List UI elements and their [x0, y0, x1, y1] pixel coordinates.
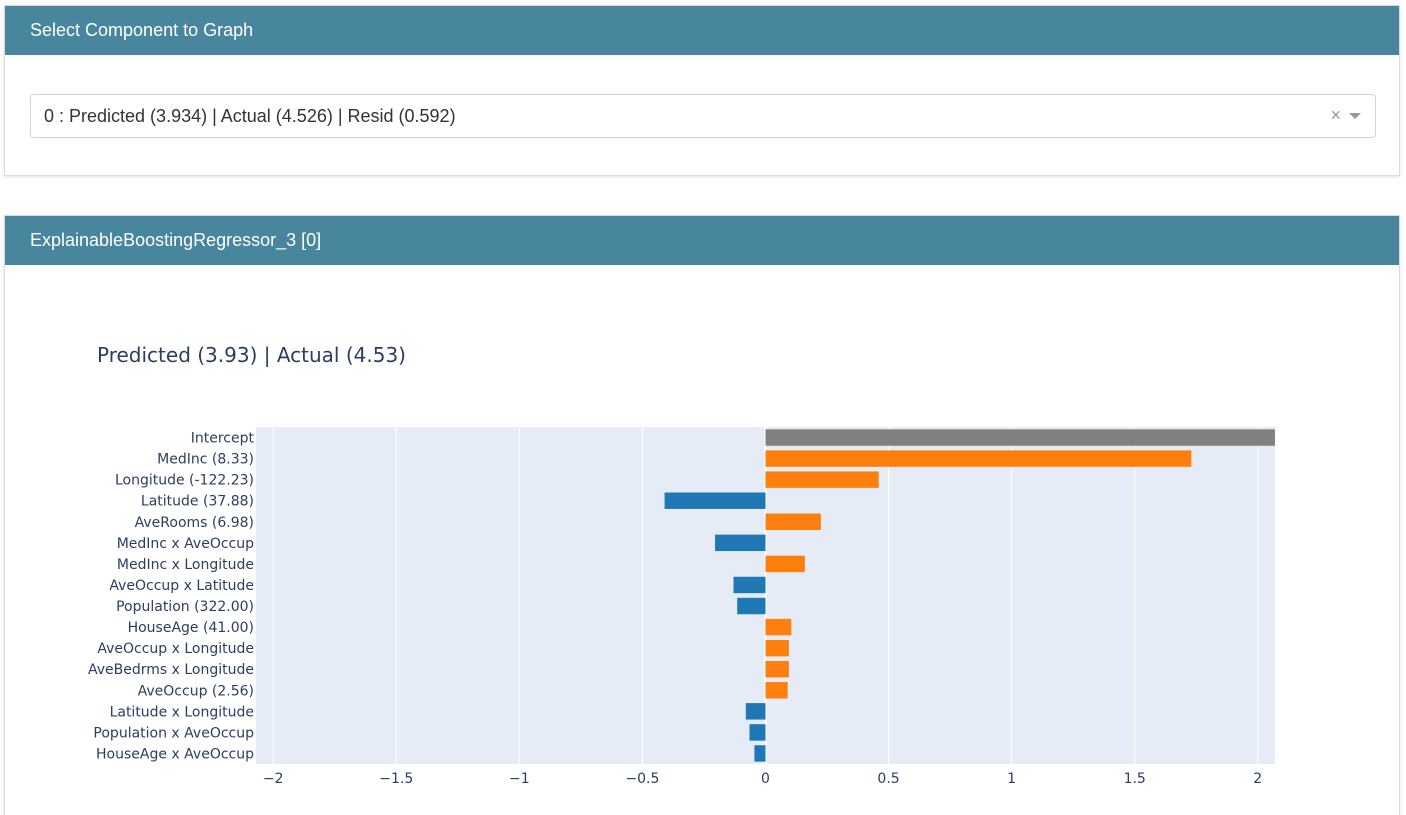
x-tick-label: −1.5 — [379, 771, 413, 787]
x-tick-label: −1 — [509, 771, 530, 787]
y-tick-label: Latitude (37.88) — [141, 494, 254, 510]
bar — [749, 724, 766, 741]
graph-panel-header: ExplainableBoostingRegressor_3 [0] — [5, 216, 1399, 265]
bar — [715, 534, 766, 552]
bar — [737, 597, 766, 615]
y-tick-label: Population (322.00) — [116, 599, 254, 615]
chevron-down-icon[interactable] — [1349, 113, 1361, 119]
y-tick-label: MedInc (8.33) — [157, 452, 254, 468]
bar — [754, 745, 766, 762]
y-tick-label: MedInc x AveOccup — [117, 536, 254, 552]
y-tick-label: HouseAge x AveOccup — [96, 746, 254, 762]
y-tick-label: AveBedrms x Longitude — [88, 662, 254, 678]
x-tick-label: −2 — [263, 771, 284, 787]
graph-panel: ExplainableBoostingRegressor_3 [0] Predi… — [4, 215, 1400, 815]
y-tick-label: AveOccup x Longitude — [97, 641, 254, 657]
bar — [765, 513, 821, 530]
y-tick-label: AveOccup x Latitude — [109, 578, 254, 594]
chart-title: Predicted (3.93) | Actual (4.53) — [97, 343, 406, 367]
bar — [765, 639, 789, 657]
x-tick-label: 0.5 — [877, 771, 899, 787]
y-tick-label: Latitude x Longitude — [110, 704, 254, 720]
dropdown-selected-value: 0 : Predicted (3.934) | Actual (4.526) |… — [44, 106, 456, 126]
y-tick-label: AveRooms (6.98) — [135, 515, 254, 531]
bar — [664, 492, 766, 509]
x-tick-label: 1 — [1007, 771, 1016, 787]
select-component-panel: Select Component to Graph 0 : Predicted … — [4, 5, 1400, 176]
y-tick-label: Population x AveOccup — [93, 725, 254, 741]
x-tick-label: 1.5 — [1124, 771, 1146, 787]
bar — [765, 471, 879, 488]
y-tick-label: Intercept — [191, 431, 255, 447]
clear-icon[interactable]: × — [1330, 105, 1341, 125]
bar — [765, 429, 1275, 446]
y-tick-label: AveOccup (2.56) — [138, 683, 254, 699]
local-explanation-bar-chart: −2 −1.5 −1 −0.5 0 0.5 1 1.5 2 Intercept MedInc (8.… — [88, 427, 1275, 787]
bar — [765, 618, 792, 636]
y-tick-label: Longitude (-122.23) — [115, 473, 254, 489]
bar — [765, 682, 788, 699]
select-component-header: Select Component to Graph — [5, 6, 1399, 55]
bar — [765, 661, 789, 678]
bar — [733, 576, 766, 594]
component-dropdown[interactable]: 0 : Predicted (3.934) | Actual (4.526) |… — [30, 94, 1376, 138]
bar — [765, 450, 1192, 467]
x-tick-label: 2 — [1253, 771, 1262, 787]
x-tick-label: 0 — [761, 771, 770, 787]
y-tick-label: HouseAge (41.00) — [128, 620, 254, 636]
bar — [765, 555, 805, 573]
y-tick-label: MedInc x Longitude — [117, 557, 254, 573]
bar — [745, 703, 766, 720]
x-tick-label: −0.5 — [625, 771, 659, 787]
